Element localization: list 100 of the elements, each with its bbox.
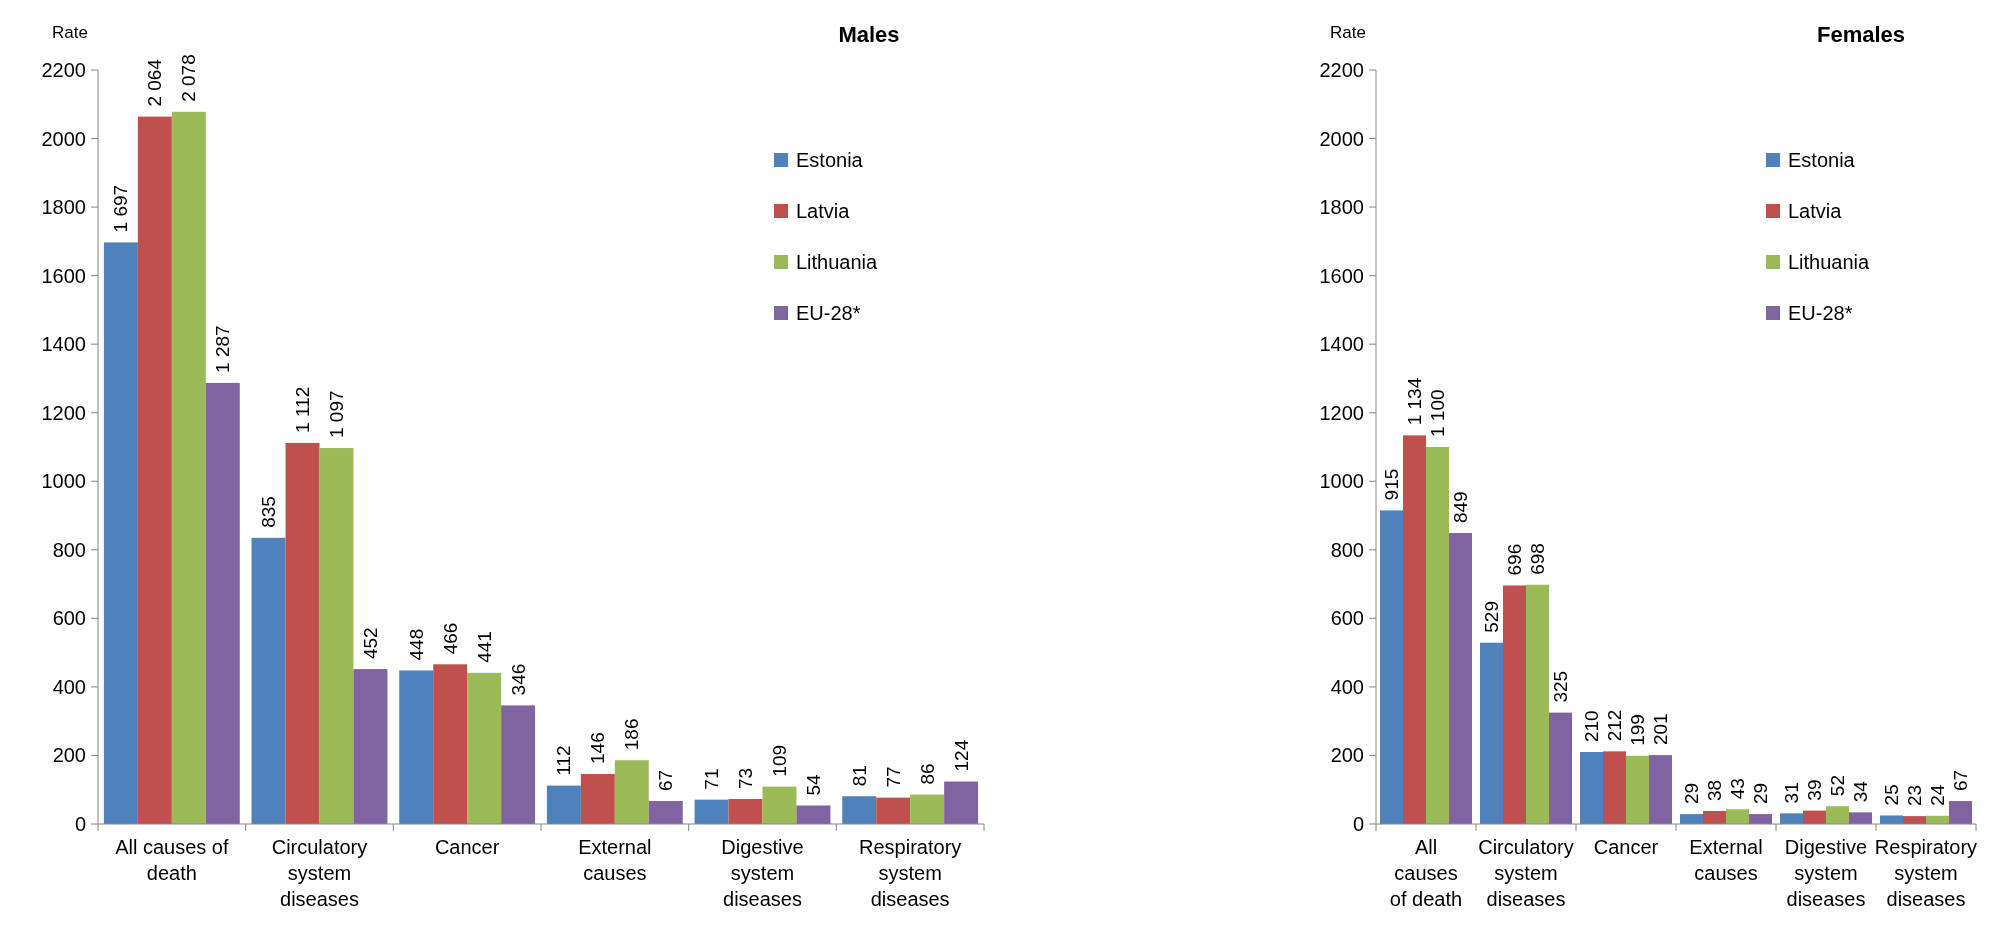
y-tick-label: 1200 [41, 401, 86, 424]
bar [944, 781, 979, 824]
y-tick-label: 2200 [41, 59, 86, 81]
data-label: 466 [439, 622, 461, 655]
y-tick-label: 1400 [1319, 333, 1364, 356]
data-label: 23 [1904, 784, 1925, 807]
y-tick-label: 0 [74, 813, 86, 835]
data-label: 31 [1781, 782, 1802, 804]
legend-label: Estonia [1788, 149, 1856, 171]
data-label: 441 [473, 631, 495, 663]
bar [467, 672, 502, 824]
y-tick-label: 1600 [1319, 264, 1364, 287]
x-tick-label: External causes [578, 836, 652, 884]
data-label: 52 [1827, 775, 1848, 797]
bar [1680, 814, 1703, 824]
legend-label: Latvia [796, 200, 851, 222]
chart-title: Females [1816, 22, 1906, 47]
x-tick-label: All causes of death [1389, 836, 1463, 910]
y-tick-label: 1000 [1319, 470, 1364, 493]
data-label: 529 [1481, 600, 1502, 633]
legend-label: Lithuania [796, 251, 879, 273]
data-label: 73 [735, 767, 757, 789]
data-label: 835 [258, 496, 280, 528]
data-label: 186 [621, 718, 643, 751]
data-label: 29 [1750, 782, 1771, 805]
x-tick-label: All causes of death [115, 836, 229, 884]
x-tick-label: Digestive system diseases [1784, 836, 1868, 910]
x-tick-label: Respiratory system diseases [859, 836, 962, 910]
data-label: 1 100 [1427, 389, 1448, 437]
bar [137, 116, 172, 824]
y-tick-label: 800 [52, 538, 86, 561]
bar [1549, 712, 1572, 824]
data-label: 698 [1527, 543, 1548, 575]
y-tick-label: 1600 [41, 264, 86, 287]
y-tick-label: 400 [52, 675, 86, 698]
bar [1880, 815, 1903, 824]
data-label: 199 [1627, 714, 1648, 746]
data-label: 77 [882, 766, 904, 788]
bar [796, 805, 831, 824]
legend-label: EU-28* [796, 302, 861, 324]
bar [842, 796, 877, 824]
data-label: 2 064 [144, 58, 166, 107]
y-tick-label: 0 [1352, 813, 1364, 835]
y-tick-label: 1000 [41, 470, 86, 493]
data-label: 1 134 [1404, 377, 1425, 426]
bar [171, 111, 206, 824]
bar [1826, 806, 1849, 824]
data-label: 81 [848, 765, 870, 787]
legend-label: EU-28* [1788, 302, 1853, 324]
x-tick-label: Cancer [1593, 836, 1659, 858]
bar [1480, 642, 1503, 824]
y-axis-title: Rate [52, 23, 88, 42]
bar [1803, 810, 1826, 824]
data-label: 109 [768, 744, 790, 777]
chart-title: Males [838, 22, 900, 47]
bar [694, 799, 729, 824]
bar [501, 705, 536, 824]
data-label: 1 112 [292, 386, 314, 433]
bar [285, 442, 320, 824]
data-label: 71 [701, 768, 723, 790]
x-tick-label: Digestive system diseases [721, 836, 804, 910]
data-label: 212 [1604, 709, 1625, 742]
y-tick-label: 1800 [41, 196, 86, 219]
data-label: 38 [1704, 779, 1725, 801]
x-tick-label: Respiratory system diseases [1874, 836, 1978, 910]
bar [103, 242, 138, 824]
y-tick-label: 800 [1330, 538, 1364, 561]
bar [251, 537, 286, 824]
bar [1626, 755, 1649, 824]
y-tick-label: 2000 [1319, 127, 1364, 150]
bar [762, 786, 797, 824]
data-label: 34 [1850, 780, 1871, 803]
bar [1949, 801, 1972, 824]
bar [399, 670, 434, 824]
x-tick-label: Circulatory system diseases [1478, 836, 1574, 910]
bar [319, 448, 354, 824]
data-label: 54 [802, 773, 824, 796]
bar [1449, 533, 1472, 824]
data-label: 849 [1450, 491, 1471, 524]
y-tick-label: 200 [52, 744, 86, 767]
bar [728, 798, 763, 824]
data-label: 346 [507, 663, 529, 696]
data-label: 24 [1927, 784, 1948, 806]
data-label: 39 [1804, 779, 1825, 801]
bar [1603, 751, 1626, 824]
bar [614, 760, 649, 824]
y-tick-label: 600 [1330, 607, 1364, 630]
bar [1780, 813, 1803, 824]
bar [1703, 810, 1726, 824]
bar [876, 797, 911, 824]
bar [910, 794, 945, 824]
data-label: 201 [1650, 713, 1671, 746]
legend-label: Estonia [796, 149, 864, 171]
data-label: 146 [587, 732, 609, 764]
bar [580, 773, 615, 824]
data-label: 112 [553, 745, 575, 776]
y-tick-label: 1400 [41, 333, 86, 356]
y-tick-label: 2200 [1319, 59, 1364, 81]
y-tick-label: 1200 [1319, 401, 1364, 424]
bar [1726, 809, 1749, 824]
